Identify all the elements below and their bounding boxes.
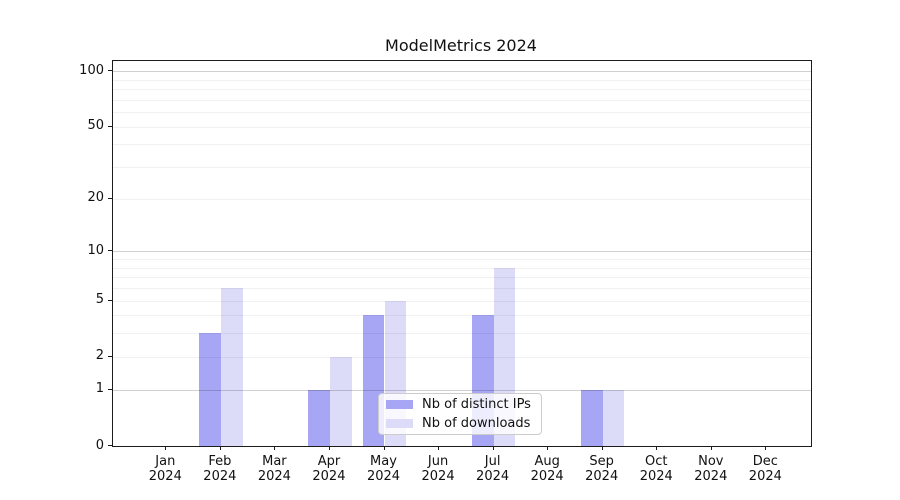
x-tick-label-jan: Jan 2024 (148, 454, 182, 484)
y-tick-label: 5 (95, 292, 104, 307)
x-tick-mark (765, 446, 767, 450)
x-tick-mark (165, 446, 167, 450)
y-tick-mark (108, 70, 112, 72)
y-tick-label: 1 (95, 381, 104, 397)
x-tick-label-feb: Feb 2024 (203, 454, 237, 484)
bar-nb-of-downloads-8 (602, 389, 625, 446)
bar-nb-of-distinct-ips-3 (308, 389, 330, 446)
x-tick-mark (601, 446, 603, 450)
gridline-minor (113, 126, 811, 128)
x-tick-label-jun: Jun 2024 (421, 454, 455, 484)
gridline-major (113, 251, 811, 253)
gridline-minor (113, 277, 811, 279)
gridline-minor (113, 287, 811, 289)
gridline-minor (113, 167, 811, 169)
bar-nb-of-distinct-ips-8 (580, 389, 603, 446)
chart-title: ModelMetrics 2024 (385, 36, 537, 55)
x-tick-mark (328, 446, 330, 450)
x-tick-mark (438, 446, 440, 450)
legend-swatch-downloads (386, 419, 413, 428)
legend-item-distinct-ips: Nb of distinct IPs (379, 397, 541, 412)
y-tick-mark (108, 250, 112, 252)
y-tick-mark (108, 388, 112, 390)
gridline-minor (113, 300, 811, 302)
plot-area (112, 60, 812, 447)
x-tick-label-apr: Apr 2024 (312, 454, 346, 484)
x-tick-label-oct: Oct 2024 (639, 454, 673, 484)
legend: Nb of distinct IPs Nb of downloads (378, 393, 542, 435)
bar-nb-of-downloads-1 (220, 287, 243, 446)
x-tick-label-mar: Mar 2024 (257, 454, 291, 484)
x-tick-label-sep: Sep 2024 (585, 454, 619, 484)
gridline-minor (113, 112, 811, 114)
x-tick-mark (492, 446, 494, 450)
x-tick-label-jul: Jul 2024 (476, 454, 510, 484)
bar-nb-of-downloads-3 (329, 356, 352, 446)
x-tick-label-aug: Aug 2024 (530, 454, 564, 484)
y-tick-mark (108, 445, 112, 446)
gridline-minor (113, 79, 811, 81)
bar-nb-of-distinct-ips-1 (199, 333, 221, 446)
y-tick-label: 0 (95, 437, 104, 453)
x-tick-mark (547, 446, 549, 450)
x-tick-mark (710, 446, 712, 450)
y-tick-mark (108, 125, 112, 127)
x-tick-mark (383, 446, 385, 450)
y-tick-label: 10 (87, 242, 104, 258)
gridline-minor (113, 89, 811, 91)
legend-label-distinct-ips: Nb of distinct IPs (422, 397, 531, 412)
y-tick-mark (108, 299, 112, 301)
y-tick-mark (108, 355, 112, 357)
gridline-minor (113, 267, 811, 269)
y-tick-label: 100 (79, 62, 104, 78)
y-tick-mark (108, 197, 112, 199)
x-tick-label-dec: Dec 2024 (748, 454, 782, 484)
x-tick-mark (656, 446, 658, 450)
legend-label-downloads: Nb of downloads (422, 416, 531, 431)
gridline-major (113, 71, 811, 73)
gridline-minor (113, 259, 811, 261)
gridline-minor (113, 99, 811, 101)
legend-swatch-distinct-ips (386, 400, 413, 409)
gridline-minor (113, 315, 811, 317)
gridline-minor (113, 144, 811, 146)
x-tick-mark (274, 446, 276, 450)
legend-item-downloads: Nb of downloads (379, 416, 541, 431)
x-tick-label-may: May 2024 (366, 454, 401, 484)
y-tick-label: 20 (87, 190, 104, 206)
gridline-minor (113, 198, 811, 200)
x-tick-label-nov: Nov 2024 (694, 454, 728, 484)
y-tick-label: 2 (95, 348, 104, 364)
y-tick-label: 50 (87, 118, 104, 134)
x-tick-mark (219, 446, 221, 450)
